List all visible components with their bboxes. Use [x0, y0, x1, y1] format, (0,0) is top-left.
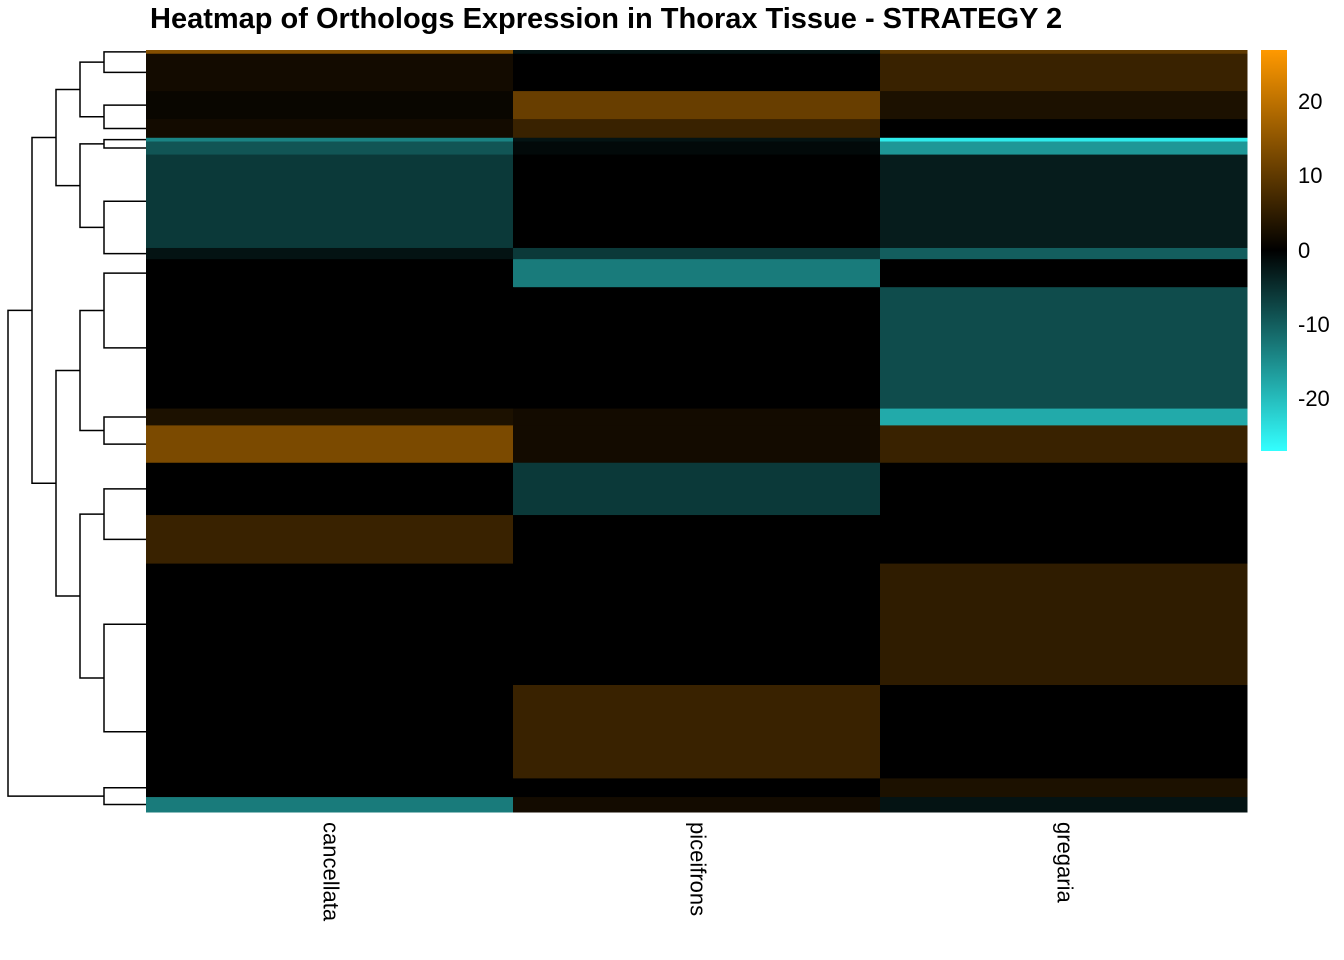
heatmap-cell: [146, 563, 514, 686]
heatmap-cell: [146, 685, 514, 779]
heatmap-cell: [146, 287, 514, 410]
heatmap-cell: [513, 50, 881, 55]
heatmap-cell: [146, 462, 514, 516]
heatmap-cell: [146, 91, 514, 120]
heatmap-cell: [880, 154, 1248, 249]
heatmap-cell: [880, 287, 1248, 410]
dendrogram-branch: [103, 138, 128, 149]
heatmap-cell: [513, 259, 881, 288]
heatmap-cell: [513, 287, 881, 410]
heatmap-cell: [146, 141, 514, 156]
heatmap-cell: [513, 797, 881, 813]
color-legend-bar: [1261, 50, 1287, 451]
heatmap-cell: [880, 797, 1248, 813]
heatmap-cell: [880, 53, 1248, 92]
heatmap-cell: [513, 53, 881, 92]
heatmap-cell: [513, 408, 881, 426]
dendrogram-branch: [103, 786, 128, 806]
heatmap-cell: [880, 685, 1248, 779]
heatmap-cell: [513, 154, 881, 249]
dendrogram-branch: [79, 143, 104, 229]
heatmap-cell: [513, 141, 881, 156]
dendrogram-branch: [103, 488, 128, 541]
heatmap-cell: [880, 247, 1248, 260]
chart-title: Heatmap of Orthologs Expression in Thora…: [150, 3, 1063, 35]
column-label: gregaria: [1052, 822, 1078, 903]
legend-tick-label: 10: [1298, 163, 1323, 189]
column-label: cancellata: [318, 822, 344, 922]
heatmap-cell: [880, 259, 1248, 288]
heatmap-cell: [880, 778, 1248, 798]
heatmap-cell: [513, 119, 881, 139]
dendrogram-branch: [103, 200, 128, 255]
heatmap-cell: [146, 50, 514, 55]
heatmap-cell: [146, 778, 514, 798]
dendrogram-branch: [79, 61, 104, 118]
dendrogram-branch: [79, 309, 104, 432]
heatmap-cells: [146, 50, 1248, 813]
heatmap-cell: [880, 408, 1248, 426]
heatmap-cell: [880, 119, 1248, 139]
heatmap-cell: [513, 515, 881, 565]
heatmap-cell: [880, 563, 1248, 686]
heatmap-cell: [146, 247, 514, 260]
heatmap-cell: [513, 137, 881, 143]
heatmap-cell: [146, 259, 514, 288]
heatmap-cell: [513, 462, 881, 516]
heatmap-cell: [146, 137, 514, 143]
dendrogram-branch: [31, 136, 56, 485]
column-label: piceifrons: [685, 822, 711, 917]
legend-tick-label: -20: [1298, 386, 1330, 412]
heatmap-cell: [513, 563, 881, 686]
heatmap-cell: [880, 137, 1248, 143]
row-dendrogram: [7, 51, 146, 806]
dendrogram-branch: [103, 416, 128, 445]
heatmap-cell: [880, 425, 1248, 464]
heatmap-cell: [513, 685, 881, 779]
dendrogram-branch: [103, 272, 128, 349]
heatmap-cell: [146, 425, 514, 464]
heatmap-cell: [146, 515, 514, 565]
dendrogram-branch: [103, 104, 128, 130]
dendrogram-branch: [55, 88, 80, 187]
heatmap-cell: [513, 425, 881, 464]
legend-tick-label: 20: [1298, 88, 1323, 114]
heatmap-cell: [513, 247, 881, 260]
heatmap-cell: [146, 797, 514, 813]
heatmap-cell: [880, 91, 1248, 120]
dendrogram-branch: [7, 309, 104, 797]
heatmap-cell: [880, 141, 1248, 156]
heatmap-cell: [146, 53, 514, 92]
legend-tick-label: -10: [1298, 311, 1330, 337]
dendrogram-branch: [55, 369, 80, 597]
heatmap-cell: [880, 462, 1248, 516]
heatmap-cell: [146, 408, 514, 426]
heatmap-cell: [513, 778, 881, 798]
heatmap-cell: [146, 119, 514, 139]
heatmap-cell: [880, 50, 1248, 55]
legend-tick-label: 0: [1298, 237, 1311, 263]
dendrogram-branch: [103, 623, 128, 733]
heatmap-cell: [146, 154, 514, 249]
heatmap-cell: [880, 515, 1248, 565]
dendrogram-branch: [103, 51, 128, 74]
heatmap-cell: [513, 91, 881, 120]
dendrogram-branch: [79, 513, 104, 679]
